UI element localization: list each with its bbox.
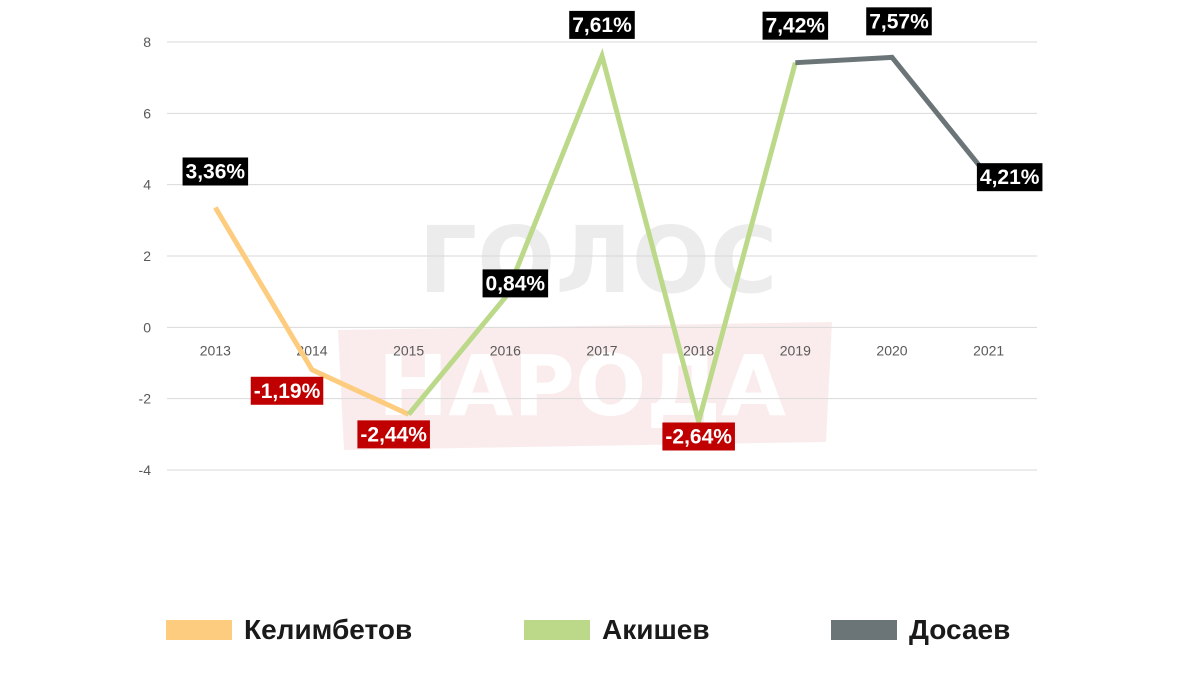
data-label: 7,61% xyxy=(569,10,635,39)
y-tick-label: 6 xyxy=(143,105,151,121)
data-label-text: 4,21% xyxy=(980,166,1040,189)
y-tick-label: 2 xyxy=(143,248,151,264)
data-label-bg xyxy=(182,157,249,186)
data-label-bg xyxy=(662,422,735,451)
watermark-text-line2: НАРОДА xyxy=(378,337,786,435)
series-lines xyxy=(213,47,991,432)
legend-item-kelimbetov: Келимбетов xyxy=(166,610,412,650)
x-axis-ticks: 2013 2014 2015 2016 2017 2018 2019 2020 2021 xyxy=(200,342,1005,358)
data-label-text: 7,42% xyxy=(766,15,826,38)
data-label-text: -1,19% xyxy=(254,380,321,403)
data-label: 0,84% xyxy=(482,269,549,298)
x-tick-label: 2019 xyxy=(780,342,811,358)
x-tick-label: 2018 xyxy=(683,342,714,358)
data-label: 4,21% xyxy=(976,163,1043,192)
legend-label-kelimbetov: Келимбетов xyxy=(244,614,413,645)
data-label: 3,36% xyxy=(182,157,249,186)
x-tick-label: 2021 xyxy=(973,342,1004,358)
x-tick-label: 2020 xyxy=(876,342,907,358)
series-line-2 xyxy=(795,54,991,179)
watermark-text-line1: ГОЛОС xyxy=(419,207,778,314)
y-tick-label: 0 xyxy=(143,319,151,335)
data-label: 7,42% xyxy=(762,11,829,40)
data-label-bg xyxy=(482,269,549,298)
legend-label-akishev: Акишев xyxy=(602,614,710,645)
data-label: -1,19% xyxy=(250,376,324,405)
data-labels: 3,36% -1,19% -2,44% 0,84% 7,61% -2,64% 7,42% 7,… xyxy=(182,7,1043,451)
data-label: 7,57% xyxy=(866,7,932,36)
data-label: -2,64% xyxy=(662,422,735,451)
data-label-bg xyxy=(866,7,932,36)
x-tick-label: 2013 xyxy=(200,342,231,358)
x-tick-label: 2015 xyxy=(393,342,424,358)
data-label-text: 3,36% xyxy=(186,160,246,183)
y-tick-label: -4 xyxy=(139,462,152,478)
data-label-bg xyxy=(976,163,1043,192)
x-tick-label: 2017 xyxy=(586,342,617,358)
data-label-bg xyxy=(250,376,324,405)
legend-label-dosaev: Досаев xyxy=(909,614,1011,645)
data-label-bg xyxy=(569,10,635,39)
series-line-0 xyxy=(213,206,410,417)
data-label-bg xyxy=(357,420,430,449)
data-label-text: 7,57% xyxy=(869,10,929,33)
data-label-text: 0,84% xyxy=(486,272,546,295)
legend-swatch-akishev xyxy=(524,620,590,640)
data-label-text: 7,61% xyxy=(572,14,632,37)
legend-item-dosaev: Досаев xyxy=(831,610,1010,650)
y-tick-label: -2 xyxy=(139,391,152,407)
y-tick-label: 4 xyxy=(143,177,151,193)
data-label-bg xyxy=(762,11,829,40)
data-label-text: -2,44% xyxy=(360,423,427,446)
legend-item-akishev: Акишев xyxy=(524,610,710,650)
watermark-logo: ГОЛОС НАРОДА xyxy=(338,207,832,450)
data-label: -2,44% xyxy=(357,420,430,449)
data-label-text: -2,64% xyxy=(665,425,732,448)
series-line-1 xyxy=(406,47,798,432)
y-axis-ticks: 8 6 4 2 0 -2 -4 xyxy=(139,34,152,478)
legend-swatch-kelimbetov xyxy=(166,620,232,640)
legend-swatch-dosaev xyxy=(831,620,897,640)
x-tick-label: 2016 xyxy=(490,342,521,358)
y-tick-label: 8 xyxy=(143,34,151,50)
legend: Келимбетов Акишев Досаев xyxy=(0,610,1200,650)
